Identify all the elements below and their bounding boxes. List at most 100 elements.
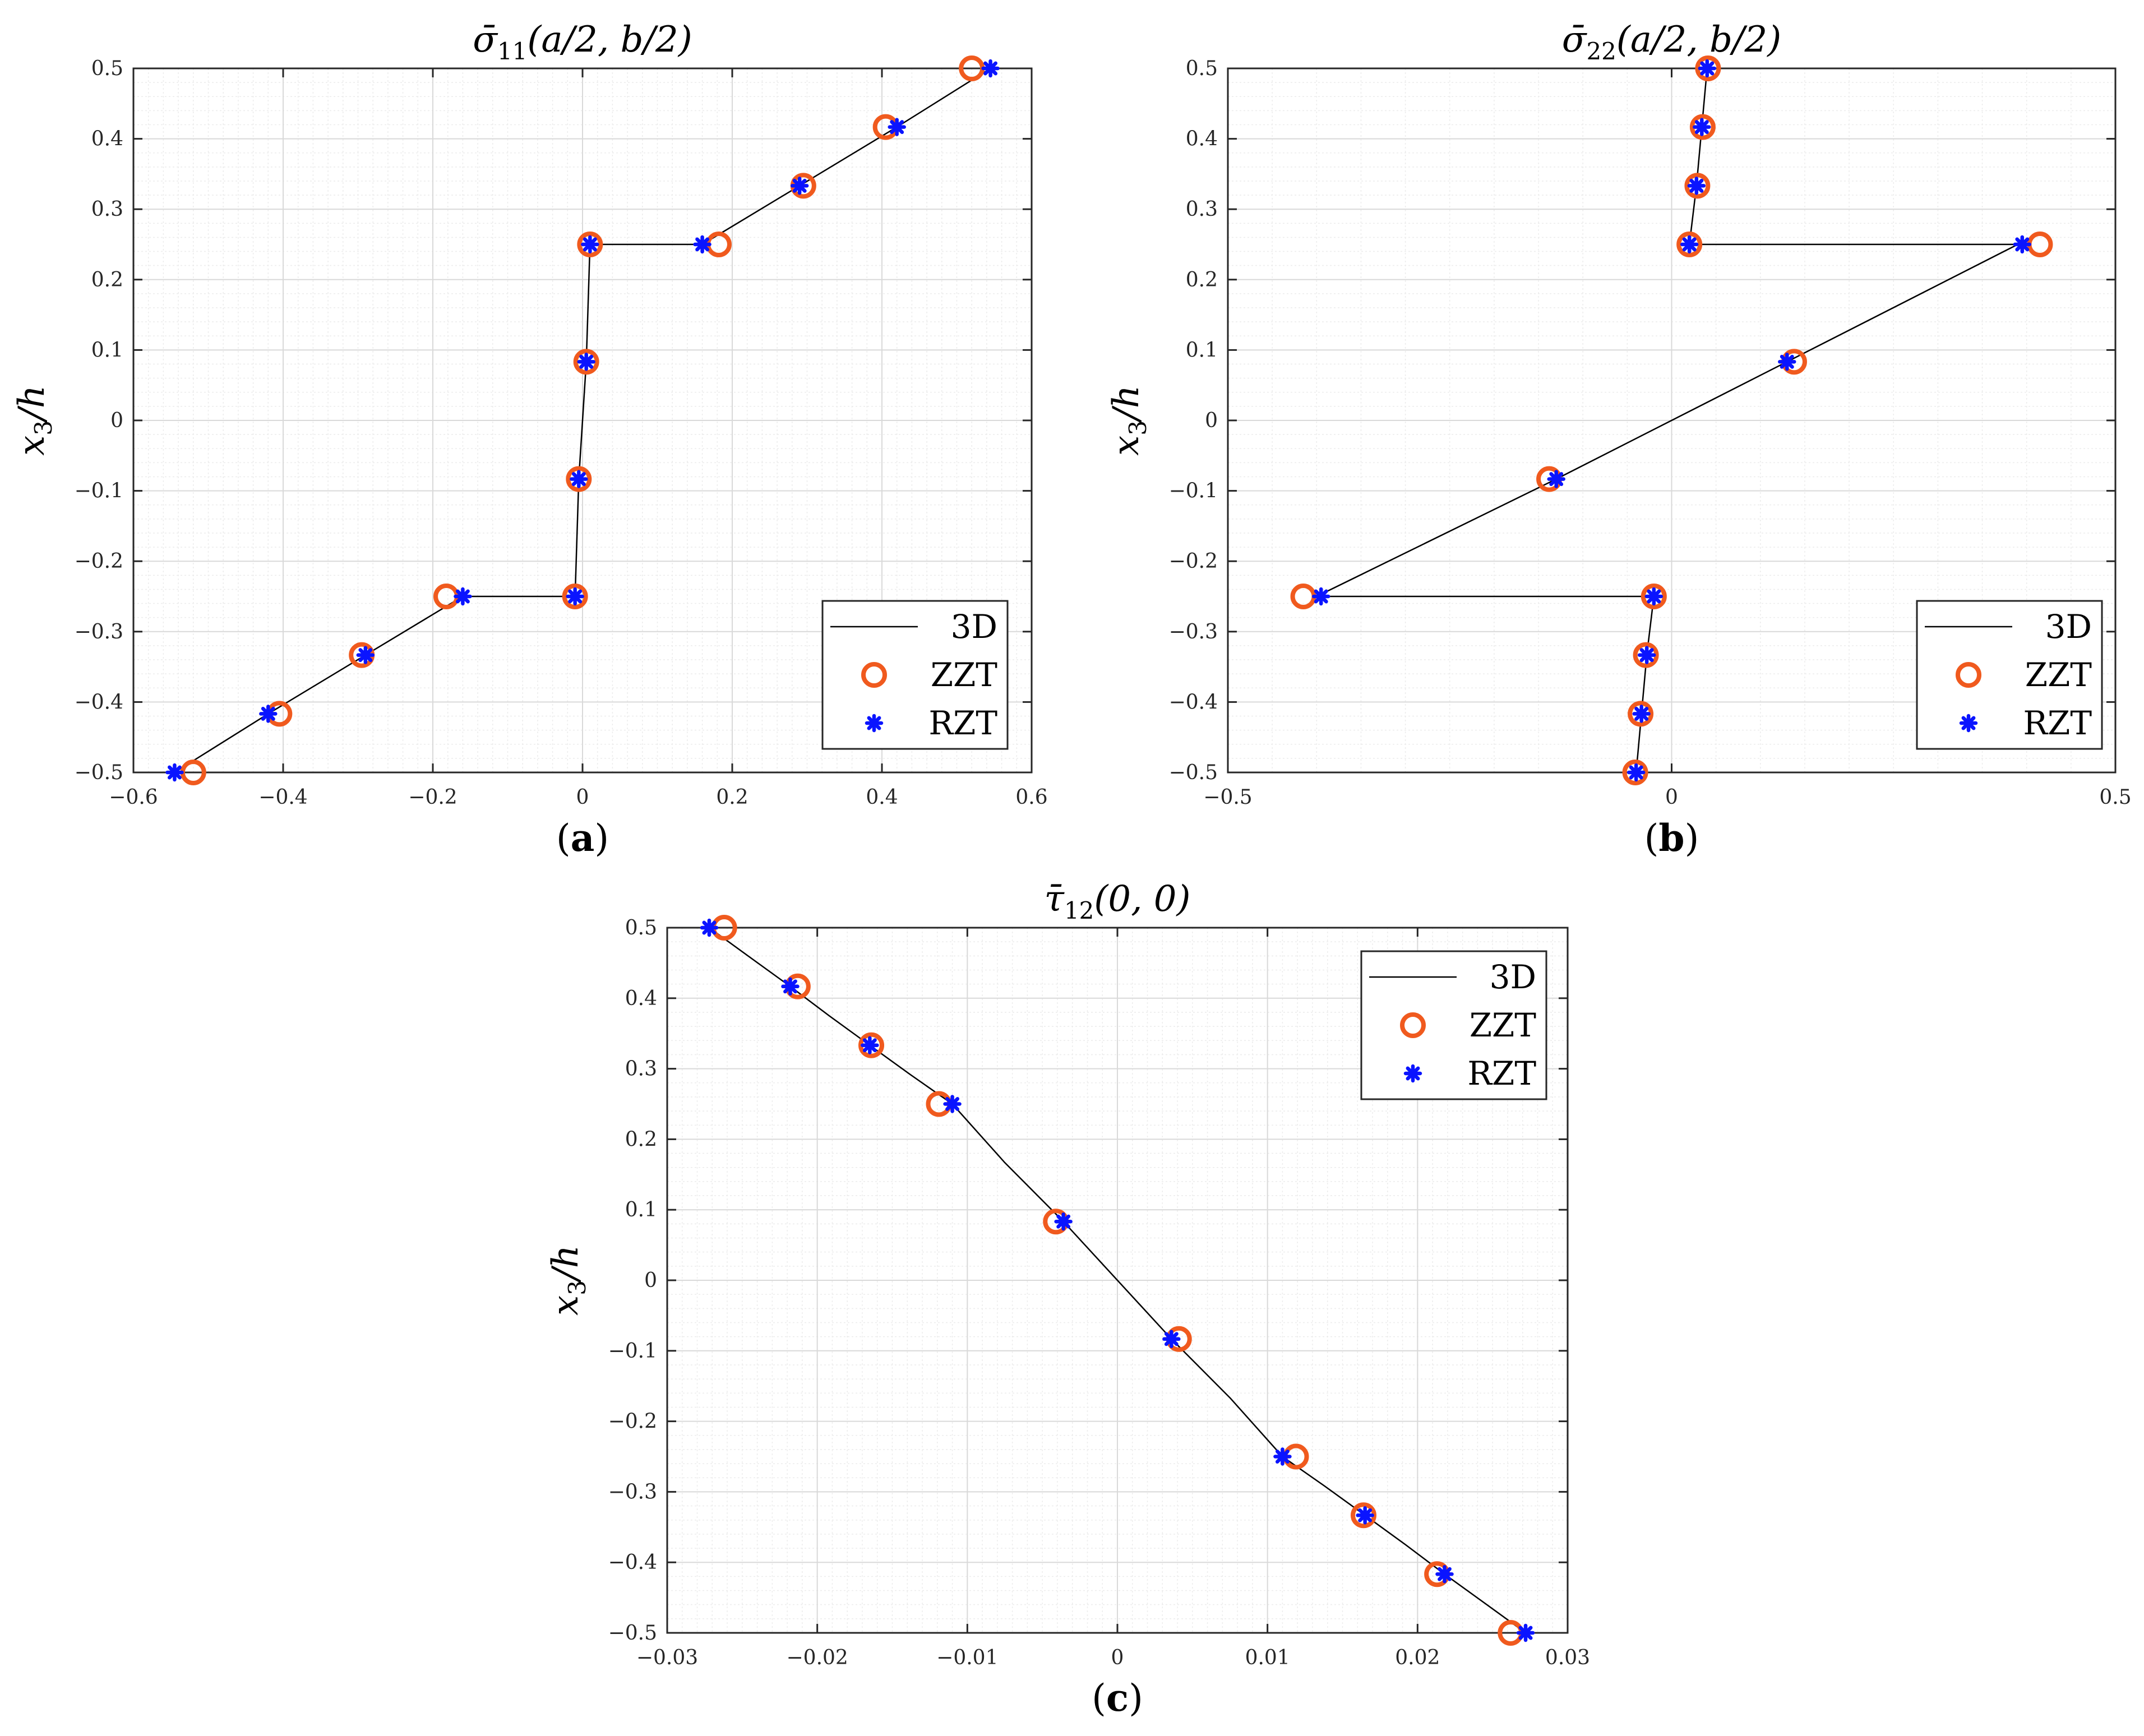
x-tick-label: 0.5 bbox=[2099, 786, 2131, 809]
chart-title: σ̄22(a/2, b/2) bbox=[1562, 19, 1781, 65]
legend-star-swatch bbox=[865, 714, 884, 733]
y-tick-label: −0.2 bbox=[608, 1410, 657, 1433]
series-zzt bbox=[1290, 55, 2053, 785]
series-rzt bbox=[165, 59, 1000, 782]
rzt-point bbox=[1356, 1506, 1374, 1525]
y-tick-label: 0 bbox=[110, 409, 123, 432]
legend-circle-swatch bbox=[1956, 662, 1981, 688]
series-rzt bbox=[700, 918, 1535, 1642]
zzt-point bbox=[1684, 173, 1711, 199]
x-tick-label: 0.6 bbox=[1015, 786, 1047, 809]
legend-label: RZT bbox=[2023, 704, 2092, 742]
rzt-point bbox=[781, 977, 800, 996]
rzt-point bbox=[259, 705, 278, 723]
rzt-point bbox=[581, 235, 599, 254]
y-axis-label: x3/h bbox=[545, 1245, 591, 1316]
rzt-point bbox=[1435, 1564, 1454, 1584]
legend-label: ZZT bbox=[2025, 656, 2092, 694]
legend-circle-swatch bbox=[1400, 1012, 1426, 1038]
y-tick-label: −0.3 bbox=[608, 1480, 657, 1503]
y-tick-label: 0.5 bbox=[625, 916, 657, 939]
x-tick-label: −0.6 bbox=[109, 786, 158, 809]
y-tick-label: 0.4 bbox=[625, 987, 657, 1010]
legend-label: ZZT bbox=[1470, 1006, 1537, 1044]
y-tick-label: −0.2 bbox=[1169, 550, 1218, 573]
x-tick-label: −0.4 bbox=[258, 786, 307, 809]
x-tick-label: −0.2 bbox=[408, 786, 457, 809]
y-axis-label: x3/h bbox=[11, 385, 57, 456]
legend-label: RZT bbox=[928, 704, 997, 742]
rzt-point bbox=[981, 59, 1000, 78]
rzt-point bbox=[700, 918, 719, 937]
legend: 3D ZZT RZT bbox=[821, 600, 1009, 750]
zzt-point bbox=[1641, 584, 1667, 609]
x-tick-label: 0 bbox=[1665, 786, 1678, 809]
rzt-point bbox=[1632, 705, 1651, 723]
rzt-point bbox=[2013, 235, 2032, 254]
rzt-point bbox=[1778, 353, 1796, 371]
y-tick-label: 0.1 bbox=[1186, 339, 1218, 362]
y-tick-label: 0.5 bbox=[1186, 57, 1218, 80]
legend-star-swatch bbox=[1959, 714, 1978, 733]
rzt-point bbox=[1273, 1447, 1292, 1466]
series-zzt bbox=[180, 55, 985, 785]
y-tick-label: −0.4 bbox=[75, 691, 123, 714]
y-tick-label: 0.3 bbox=[625, 1058, 657, 1081]
rzt-point bbox=[693, 235, 711, 254]
legend: 3D ZZT RZT bbox=[1916, 600, 2103, 750]
series-rzt bbox=[1311, 59, 2032, 782]
x-tick-label: −0.01 bbox=[936, 1646, 998, 1669]
y-tick-label: 0 bbox=[1205, 409, 1218, 432]
x-tick-label: 0 bbox=[1111, 1646, 1124, 1669]
rzt-point bbox=[861, 1036, 879, 1054]
zzt-point bbox=[858, 1032, 885, 1058]
x-tick-label: 0.2 bbox=[716, 786, 748, 809]
rzt-point bbox=[454, 587, 472, 606]
zzt-point bbox=[1676, 232, 1703, 257]
rzt-point bbox=[1698, 59, 1717, 78]
y-tick-label: 0.3 bbox=[91, 198, 123, 221]
x-tick-label: 0.02 bbox=[1395, 1646, 1440, 1669]
rzt-point bbox=[1547, 470, 1565, 488]
y-tick-label: −0.5 bbox=[608, 1622, 657, 1645]
zzt-point bbox=[1689, 114, 1716, 140]
rzt-point bbox=[1627, 763, 1646, 782]
legend-star-swatch bbox=[1403, 1064, 1422, 1083]
y-tick-label: −0.5 bbox=[1169, 761, 1218, 784]
y-tick-label: 0 bbox=[644, 1269, 657, 1292]
zzt-point bbox=[1633, 642, 1659, 668]
zzt-point bbox=[1622, 760, 1648, 785]
legend-label: 3D bbox=[2045, 608, 2092, 646]
panel-label: (a) bbox=[556, 816, 609, 860]
y-tick-label: 0.2 bbox=[625, 1128, 657, 1151]
legend-label: 3D bbox=[951, 608, 997, 646]
y-tick-label: 0.5 bbox=[91, 57, 123, 80]
zzt-point bbox=[573, 349, 599, 375]
grid bbox=[667, 927, 1568, 1633]
rzt-point bbox=[356, 646, 375, 664]
legend-circle-swatch bbox=[861, 662, 887, 688]
rzt-point bbox=[577, 353, 595, 371]
y-tick-label: −0.1 bbox=[608, 1340, 657, 1363]
series-line-3d bbox=[709, 927, 1526, 1634]
chart-panel-a: −0.6 −0.4 −0.2 0 0.2 0.4 0.6 −0.5 −0.4 −0.3 −0.2 −0… bbox=[11, 19, 1048, 860]
zzt-point bbox=[562, 584, 588, 609]
y-tick-label: −0.1 bbox=[75, 480, 123, 503]
zzt-point bbox=[566, 466, 592, 492]
y-tick-label: 0.1 bbox=[625, 1198, 657, 1221]
y-tick-label: −0.3 bbox=[75, 621, 123, 644]
y-tick-label: 0.4 bbox=[1186, 128, 1218, 151]
rzt-point bbox=[1687, 177, 1706, 195]
panel-label: (c) bbox=[1092, 1676, 1143, 1720]
rzt-point bbox=[1637, 646, 1656, 664]
y-tick-label: −0.5 bbox=[75, 761, 123, 784]
x-tick-label: 0.4 bbox=[866, 786, 898, 809]
chart-title: σ̄11(a/2, b/2) bbox=[473, 19, 692, 65]
x-tick-label: −0.5 bbox=[1203, 786, 1252, 809]
series-3d bbox=[709, 927, 1526, 1634]
y-axis-label: x3/h bbox=[1106, 385, 1152, 456]
legend-label: RZT bbox=[1467, 1054, 1536, 1092]
y-tick-label: 0.3 bbox=[1186, 198, 1218, 221]
x-tick-label: 0.01 bbox=[1245, 1646, 1290, 1669]
